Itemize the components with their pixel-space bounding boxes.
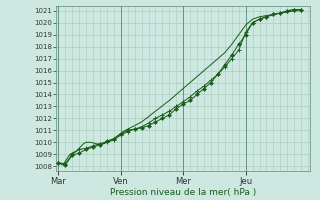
X-axis label: Pression niveau de la mer( hPa ): Pression niveau de la mer( hPa ) <box>110 188 256 197</box>
